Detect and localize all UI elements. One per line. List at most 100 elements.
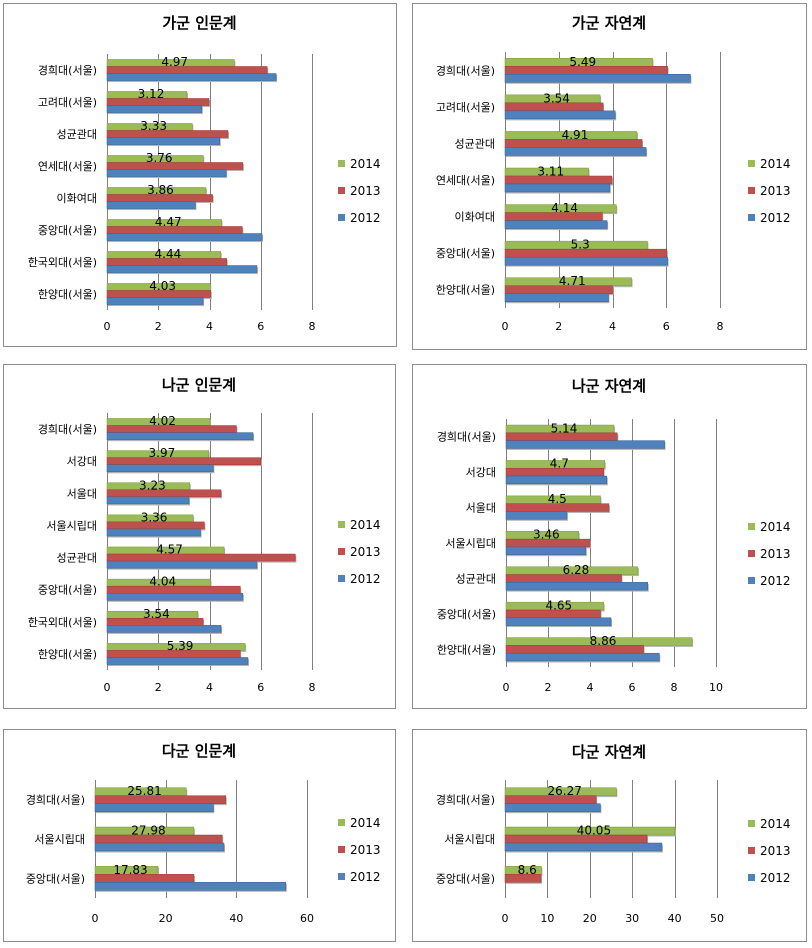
x-tick-label: 2 xyxy=(155,681,162,694)
legend-swatch-2013 xyxy=(338,846,345,853)
legend-swatch-2014 xyxy=(338,521,345,528)
bar-2013 xyxy=(106,553,296,562)
data-label: 40.05 xyxy=(577,824,611,838)
category-label: 한양대(서울) xyxy=(436,284,495,297)
data-label: 3.23 xyxy=(139,478,166,492)
bar-2012 xyxy=(106,297,204,305)
legend-swatch-2013 xyxy=(748,550,755,557)
data-label: 6.28 xyxy=(563,563,590,577)
category-label: 서울시립대 xyxy=(46,519,97,532)
data-label: 4.02 xyxy=(149,414,176,428)
bar-2012 xyxy=(94,842,225,852)
legend-label-2013: 2013 xyxy=(350,843,381,857)
x-tick-label: 20 xyxy=(159,912,173,925)
x-tick-label: 4 xyxy=(206,681,213,694)
data-label: 4.91 xyxy=(562,128,589,142)
data-label: 3.12 xyxy=(138,87,165,101)
data-label: 3.33 xyxy=(140,119,167,133)
chart-title: 가군 자연계 xyxy=(572,14,646,32)
bar-2012 xyxy=(106,137,220,145)
legend-label-2012: 2012 xyxy=(350,211,381,225)
category-label: 중앙대(서울) xyxy=(38,224,97,237)
category-label: 경희대(서울) xyxy=(38,423,97,436)
chart-title: 다군 자연계 xyxy=(572,743,646,761)
bar-2012 xyxy=(106,592,244,601)
legend-swatch-2012 xyxy=(338,575,345,582)
bar-2012 xyxy=(106,464,214,473)
data-label: 8.6 xyxy=(518,863,537,877)
category-label: 이화여대 xyxy=(57,192,97,205)
category-label: 성균관대 xyxy=(456,572,496,585)
legend-swatch-2013 xyxy=(338,187,345,194)
legend-swatch-2012 xyxy=(748,874,755,881)
legend-label-2012: 2012 xyxy=(760,871,791,885)
category-label: 서울대 xyxy=(67,487,97,500)
legend-swatch-2013 xyxy=(748,847,755,854)
x-tick-label: 2 xyxy=(545,681,552,694)
category-label: 중앙대(서울) xyxy=(436,872,495,885)
data-label: 3.54 xyxy=(543,91,570,105)
category-label: 서울시립대 xyxy=(444,833,495,846)
x-tick-label: 0 xyxy=(502,320,509,333)
legend-label-2014: 2014 xyxy=(350,518,381,532)
x-tick-label: 40 xyxy=(668,912,682,925)
x-tick-label: 0 xyxy=(104,681,111,694)
bar-2012 xyxy=(504,842,663,852)
bar-2012 xyxy=(106,169,227,177)
legend-swatch-2013 xyxy=(338,548,345,555)
data-label: 5.39 xyxy=(167,639,194,653)
x-tick-label: 0 xyxy=(92,912,99,925)
bar-2012 xyxy=(106,233,263,241)
data-label: 4.65 xyxy=(545,598,572,612)
legend-label-2013: 2013 xyxy=(760,844,791,858)
category-label: 연세대(서울) xyxy=(38,160,97,173)
category-label: 한국외대(서울) xyxy=(28,256,97,269)
data-label: 3.46 xyxy=(533,528,560,542)
x-tick-label: 6 xyxy=(663,320,670,333)
bar-2012 xyxy=(106,201,196,209)
bar-2012 xyxy=(504,293,609,302)
x-tick-label: 30 xyxy=(625,912,639,925)
bar-2012 xyxy=(106,432,254,440)
data-label: 26.27 xyxy=(548,784,582,798)
legend-label-2014: 2014 xyxy=(760,520,791,534)
legend-swatch-2014 xyxy=(748,160,755,167)
legend-label-2013: 2013 xyxy=(350,184,381,198)
bar-2012 xyxy=(94,803,214,812)
legend-swatch-2012 xyxy=(748,214,755,221)
data-label: 8.86 xyxy=(590,634,617,648)
category-label: 고려대(서울) xyxy=(436,101,495,114)
x-tick-label: 8 xyxy=(717,320,724,333)
bar-2012 xyxy=(505,582,648,591)
legend-label-2012: 2012 xyxy=(350,870,381,884)
category-label: 서강대 xyxy=(466,466,496,479)
bar-2012 xyxy=(504,803,601,812)
bar-2013 xyxy=(106,130,229,138)
data-label: 3.76 xyxy=(146,151,173,165)
category-label: 한양대(서울) xyxy=(38,288,97,301)
category-label: 한양대(서울) xyxy=(38,648,97,661)
legend-swatch-2012 xyxy=(748,577,755,584)
legend-swatch-2014 xyxy=(338,819,345,826)
category-label: 중앙대(서울) xyxy=(437,608,496,621)
legend-label-2012: 2012 xyxy=(760,574,791,588)
bar-2012 xyxy=(106,105,203,113)
category-label: 이화여대 xyxy=(455,211,495,224)
category-label: 한양대(서울) xyxy=(437,643,496,656)
data-label: 4.5 xyxy=(548,492,567,506)
category-label: 한국외대(서울) xyxy=(28,616,97,629)
bar-2012 xyxy=(106,560,258,569)
bar-2012 xyxy=(106,657,249,665)
bar-2013 xyxy=(106,457,261,465)
chart-panel-6: 다군 자연계 0 10 20 30 40 50 경희대(서울) 26.27 서울시립대 40.05 중… xyxy=(412,729,807,942)
data-label: 27.98 xyxy=(131,824,165,838)
chart-title: 다군 인문계 xyxy=(162,742,236,760)
bar-2013 xyxy=(504,874,542,883)
chart-panel-5: 다군 인문계 0 20 40 60 경희대(서울) 25.81 서울시립대 27.98 중앙대(서… xyxy=(3,729,396,942)
category-label: 중앙대(서울) xyxy=(38,584,97,597)
legend-swatch-2013 xyxy=(748,187,755,194)
legend-label-2014: 2014 xyxy=(350,157,381,171)
bar-2012 xyxy=(505,511,568,520)
category-label: 경희대(서울) xyxy=(437,431,496,444)
